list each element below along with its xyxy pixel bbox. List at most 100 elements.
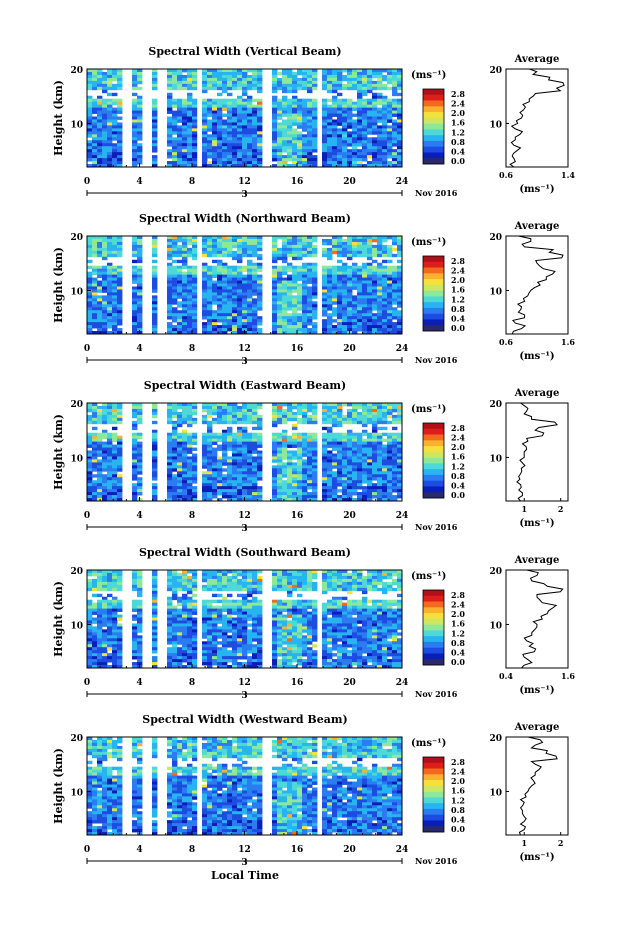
heatmap-cell (207, 423, 213, 428)
heatmap-cell (202, 250, 208, 255)
heatmap-cell (277, 301, 283, 305)
heatmap-cell (347, 280, 353, 284)
heatmap-cell (387, 77, 393, 82)
heatmap-cell (172, 480, 178, 484)
heatmap-cell (172, 307, 178, 311)
heatmap-cell (377, 313, 383, 317)
heatmap-cell (152, 158, 158, 162)
heatmap-cell (97, 274, 103, 278)
heatmap-cell (357, 277, 363, 281)
heatmap-cell (372, 414, 378, 419)
heatmap-cell (367, 271, 373, 276)
heatmap-cell (107, 310, 113, 314)
heatmap-cell (102, 474, 108, 478)
heatmap-cell (307, 80, 313, 85)
heatmap-cell (377, 292, 383, 296)
heatmap-cell (307, 477, 313, 481)
heatmap-cell (322, 74, 328, 79)
heatmap-cell (287, 325, 293, 329)
heatmap-cell (92, 462, 98, 466)
heatmap-cell (397, 149, 403, 153)
heatmap-cell (332, 77, 338, 82)
heatmap-cell (207, 420, 213, 425)
heatmap-cell (207, 411, 213, 416)
heatmap-cell (292, 131, 298, 135)
heatmap-cell (222, 489, 228, 493)
heatmap-cell (167, 444, 173, 448)
heatmap-cell (252, 69, 258, 73)
heatmap-cell (302, 307, 308, 311)
heatmap-cell (192, 158, 198, 162)
heatmap-cell (292, 289, 298, 293)
heatmap-cell (272, 95, 278, 100)
heatmap-cell (332, 295, 338, 299)
heatmap-cell (152, 471, 158, 475)
heatmap-cell (232, 468, 238, 472)
heatmap-cell (207, 253, 213, 258)
heatmap-cell (192, 292, 198, 296)
heatmap-cell (92, 161, 98, 165)
heatmap-cell (347, 414, 353, 419)
heatmap-cell (87, 80, 93, 85)
heatmap-cell (252, 110, 258, 114)
heatmap-cell (152, 265, 158, 270)
heatmap-cell (137, 483, 143, 487)
heatmap-cell (397, 438, 403, 443)
heatmap-cell (277, 403, 283, 407)
heatmap-cell (372, 423, 378, 428)
heatmap-cell (337, 471, 343, 475)
heatmap-cell (342, 438, 348, 443)
heatmap-cell (362, 122, 368, 126)
heatmap-cell (327, 295, 333, 299)
heatmap-cell (247, 238, 253, 243)
heatmap-cell (302, 483, 308, 487)
avg-y-tick-label: 20 (489, 400, 502, 410)
heatmap-cell (367, 280, 373, 284)
heatmap-cell (217, 92, 223, 97)
heatmap-cell (352, 241, 358, 246)
heatmap-cell (347, 477, 353, 481)
heatmap-cell (372, 489, 378, 493)
heatmap-cell (397, 69, 403, 73)
heatmap-cell (387, 286, 393, 290)
heatmap-cell (232, 325, 238, 329)
average-unit: (ms⁻¹) (519, 518, 554, 529)
heatmap-cell (272, 113, 278, 117)
heatmap-cell (287, 140, 293, 144)
heatmap-cell (232, 570, 238, 574)
heatmap-cell (337, 128, 343, 132)
heatmap-cell (92, 331, 98, 335)
heatmap-cell (327, 495, 333, 499)
heatmap-cell (172, 259, 178, 264)
heatmap-cell (242, 316, 248, 320)
heatmap-cell (277, 316, 283, 320)
heatmap-cell (292, 432, 298, 437)
heatmap-cell (242, 86, 248, 91)
heatmap-cell (112, 426, 118, 431)
colorbar-tick-label: 0.8 (451, 304, 465, 314)
heatmap-cell (307, 137, 313, 141)
heatmap-cell (312, 441, 318, 445)
heatmap-cell (282, 277, 288, 281)
heatmap-cell (242, 417, 248, 422)
heatmap-cell (307, 134, 313, 138)
heatmap-cell (382, 152, 388, 156)
heatmap-cell (347, 408, 353, 413)
heatmap-cell (282, 307, 288, 311)
heatmap-cell (202, 140, 208, 144)
heatmap-cell (92, 137, 98, 141)
heatmap-cell (302, 462, 308, 466)
heatmap-cell (212, 438, 218, 443)
heatmap-cell (392, 74, 398, 79)
heatmap-cell (382, 292, 388, 296)
heatmap-cell (397, 80, 403, 85)
heatmap-cell (352, 459, 358, 463)
heatmap-cell (362, 80, 368, 85)
heatmap-cell (182, 289, 188, 293)
heatmap-cell (192, 492, 198, 496)
heatmap-cell (202, 477, 208, 481)
heatmap-cell (217, 313, 223, 317)
heatmap-cell (107, 295, 113, 299)
heatmap-cell (337, 453, 343, 457)
heatmap-cell (312, 438, 318, 443)
